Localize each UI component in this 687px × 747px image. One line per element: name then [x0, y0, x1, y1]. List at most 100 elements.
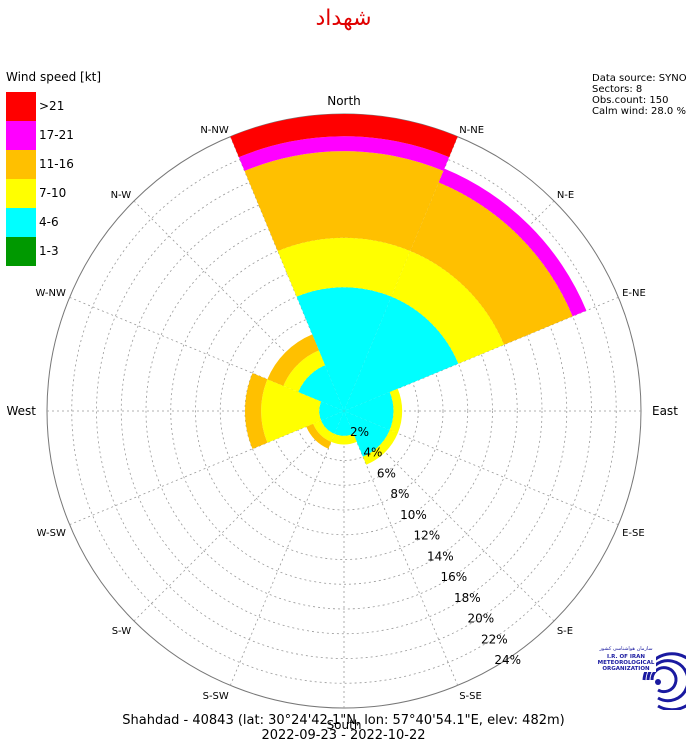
- svg-text:سازمان هواشناسی کشور: سازمان هواشناسی کشور: [598, 646, 652, 652]
- legend-swatch: [6, 92, 36, 121]
- wedge-segment: [410, 182, 573, 345]
- direction-label: N-W: [111, 190, 132, 201]
- legend-item-4-6: 4-6: [6, 208, 116, 237]
- legend-swatch: [6, 179, 36, 208]
- wedge-segment: [389, 388, 403, 434]
- radial-tick-label: 24%: [494, 653, 521, 667]
- radial-tick-label: 16%: [441, 570, 468, 584]
- wedge-segment: [306, 423, 332, 449]
- radial-tick-label: 4%: [363, 446, 382, 460]
- grid-ring: [195, 262, 493, 560]
- direction-label: W-NW: [35, 288, 66, 299]
- legend-item-gt21: >21: [6, 92, 116, 121]
- wedge-segment: [283, 350, 326, 393]
- legend-item-11-16: 11-16: [6, 150, 116, 179]
- info-count: Obs.count: 150: [592, 95, 669, 106]
- direction-label: North: [327, 94, 361, 108]
- legend-item-7-10: 7-10: [6, 179, 116, 208]
- grid-ring: [219, 286, 469, 536]
- grid-ring: [120, 187, 568, 635]
- radial-tick-label: 14%: [427, 549, 454, 563]
- legend-label: 7-10: [39, 186, 67, 200]
- svg-text:I.R. OF IRAN: I.R. OF IRAN: [607, 654, 645, 660]
- direction-label: S-E: [557, 626, 573, 637]
- grid-ring: [170, 237, 518, 585]
- direction-label: E-SE: [622, 528, 645, 539]
- wedge-segment: [319, 401, 344, 421]
- wedge-segment: [313, 420, 335, 442]
- direction-label: N-NW: [200, 125, 229, 136]
- station-info: Shahdad - 40843 (lat: 30°24'42.1"N, lon:…: [122, 713, 565, 728]
- radial-tick-label: 20%: [467, 612, 494, 626]
- direction-label: South: [327, 718, 362, 732]
- wedge-segment: [334, 411, 354, 436]
- direction-label: W-SW: [37, 528, 66, 539]
- wedge-segment: [245, 373, 268, 449]
- grid-ring: [71, 138, 617, 684]
- radial-tick-label: 8%: [390, 487, 409, 501]
- wedge-segment: [391, 250, 505, 364]
- wedge-segment: [230, 114, 458, 158]
- wedge-segment: [344, 392, 394, 430]
- direction-label: N-NE: [459, 125, 484, 136]
- svg-text:METEOROLOGICAL: METEOROLOGICAL: [598, 660, 655, 666]
- wedge-west: [245, 373, 344, 449]
- legend-label: 11-16: [39, 157, 74, 171]
- legend-item-17-21: 17-21: [6, 121, 116, 150]
- radial-tick-labels: 2% 4% 6% 8% 10% 12% 14% 16% 18% 20% 22% 24%: [350, 425, 521, 667]
- radial-tick-label: 12%: [414, 529, 441, 543]
- info-source: Data source: SYNOP: [592, 73, 687, 84]
- legend-swatch: [6, 237, 36, 266]
- wedge-s-w: [306, 411, 344, 449]
- radial-tick-label: 22%: [481, 632, 508, 646]
- svg-text:ORGANIZATION: ORGANIZATION: [602, 666, 650, 672]
- info-box: Data source: SYNOP Sectors: 8 Obs.count:…: [592, 73, 687, 117]
- direction-label: West: [6, 404, 36, 418]
- legend-swatch: [6, 208, 36, 237]
- legend-item-1-3: 1-3: [6, 237, 116, 266]
- wedge-north: [230, 114, 458, 411]
- wedge-segment: [238, 136, 450, 171]
- legend-label: 17-21: [39, 128, 74, 142]
- legend-label: >21: [39, 99, 65, 113]
- grid-ring: [269, 336, 419, 486]
- wedge-segment: [296, 287, 392, 411]
- wedge-segment: [261, 379, 322, 443]
- radial-tick-label: 10%: [400, 508, 427, 522]
- wedge-segment: [344, 411, 390, 457]
- wedge-segment: [362, 429, 398, 465]
- wedge-segment: [331, 433, 357, 445]
- wedge-segment: [277, 237, 411, 297]
- wedge-n-e: [344, 168, 587, 411]
- wedge-segment: [298, 365, 344, 411]
- radial-tick-label: 6%: [377, 466, 396, 480]
- chart-title: شهداد: [315, 6, 372, 31]
- direction-label: S-W: [112, 626, 132, 637]
- legend-title: Wind speed [kt]: [6, 70, 102, 84]
- wedge-segment: [244, 151, 444, 251]
- info-sectors: Sectors: 8: [592, 84, 643, 95]
- grid-spoke: [133, 410, 345, 622]
- direction-label: East: [652, 404, 678, 418]
- grid-ring: [145, 212, 543, 610]
- radial-tick-label: 18%: [454, 591, 481, 605]
- direction-label: S-SW: [203, 691, 229, 702]
- irimo-logo-icon: سازمان هواشناسی کشور I.R. OF IRAN METEOR…: [596, 642, 686, 710]
- direction-label: E-NE: [622, 288, 646, 299]
- wedge-east: [344, 388, 403, 434]
- grid-spoke: [69, 410, 345, 526]
- wedge-n-w: [267, 334, 344, 411]
- wedge-segment: [344, 296, 459, 411]
- legend-swatch: [6, 150, 36, 179]
- wedge-segment: [321, 411, 344, 434]
- radial-tick-label: 2%: [350, 425, 369, 439]
- date-range: 2022-09-23 - 2022-10-22: [261, 728, 426, 743]
- legend-label: 1-3: [39, 244, 59, 258]
- wedge-segment: [267, 334, 319, 386]
- legend-label: 4-6: [39, 215, 59, 229]
- direction-labels: North N-NE N-E E-NE East E-SE S-E S-SE South S-SW…: [6, 94, 678, 732]
- info-calm: Calm wind: 28.0 %: [592, 106, 686, 117]
- wind-wedges: [230, 114, 587, 465]
- footer: Shahdad - 40843 (lat: 30°24'42.1"N, lon:…: [0, 713, 687, 743]
